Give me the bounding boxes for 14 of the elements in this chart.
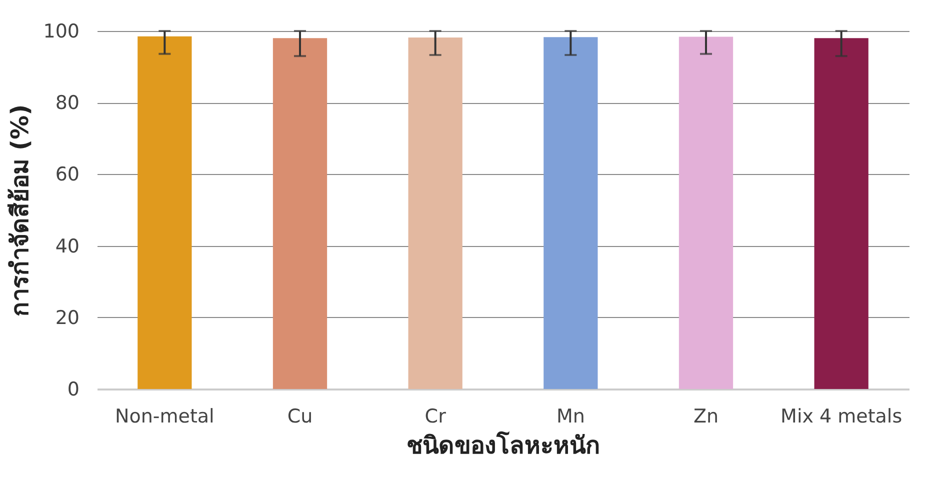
y-tick-label: 100 (43, 20, 80, 42)
x-tick-label: Mn (556, 406, 585, 428)
x-axis-title: ชนิดของโลหะหนัก (406, 430, 600, 460)
x-tick-label: Cu (287, 406, 313, 428)
x-tick-label: Cr (424, 406, 446, 428)
y-tick-label: 0 (67, 378, 80, 400)
x-tick-label: Non-metal (115, 406, 214, 428)
x-tick-label: Mix 4 metals (780, 406, 902, 428)
y-tick-label: 40 (55, 235, 80, 258)
y-tick-label: 20 (55, 306, 80, 329)
y-axis-title: การกำจัดสีย้อม (%) (6, 104, 34, 317)
y-tick-label: 60 (55, 164, 80, 186)
y-tick-label: 80 (55, 92, 80, 114)
x-tick-label: Zn (693, 406, 719, 428)
